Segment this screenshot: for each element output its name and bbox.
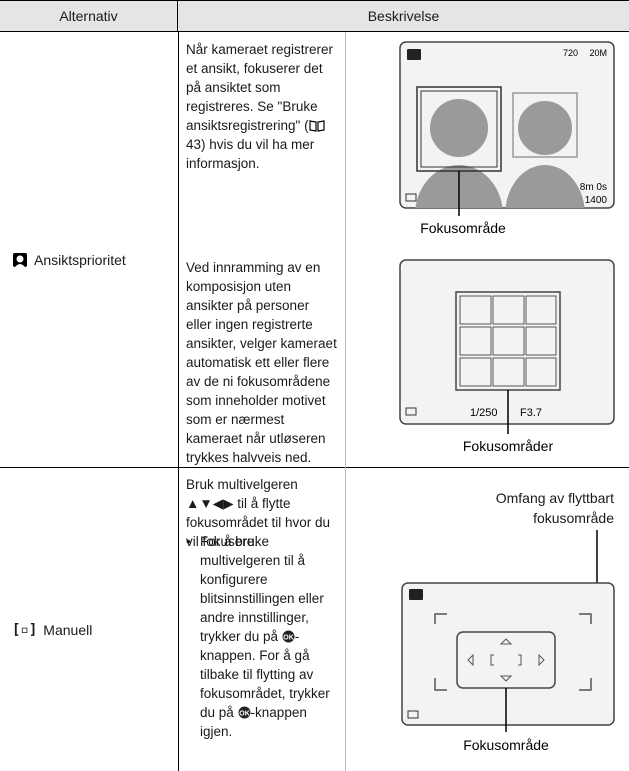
description: Bruk multivelgeren ▲▼◀▶ til å flytte fok…: [186, 477, 331, 549]
focus-box: [420, 90, 498, 168]
text: 43) hvis du vil ha mer informasjon.: [186, 137, 315, 171]
figure: 1/250 F3.7 Fokusområder: [399, 259, 615, 454]
text: -knappen. For å gå tilbake til flytting …: [200, 629, 330, 720]
screen-text: 1400: [585, 195, 608, 206]
text: For å bruke multivelgeren til å konfigur…: [200, 534, 324, 644]
screen-text: 20M: [589, 48, 607, 58]
focus-cells: [459, 295, 557, 387]
figure: Fokusområde: [401, 530, 615, 753]
text: Når kameraet registrerer et ansikt, foku…: [186, 42, 334, 133]
caption: Fokusområde: [463, 737, 549, 753]
inner-divider: [345, 32, 346, 771]
camera-icon: [407, 49, 421, 60]
bullet-text: For å bruke multivelgeren til å konfigur…: [200, 532, 342, 741]
top-caption: Omfang av flyttbart fokusområde: [495, 490, 614, 526]
header-cell: Alternativ: [0, 0, 178, 32]
svg-text:OK: OK: [239, 711, 250, 718]
screen-text: 1/250: [470, 407, 498, 419]
bullet: •: [186, 534, 191, 549]
svg-text:OK: OK: [283, 635, 294, 642]
manual-icon: [▫]: [12, 622, 38, 638]
caption: Fokusområde: [420, 220, 506, 236]
row-divider: [0, 467, 629, 468]
book-icon: [308, 120, 325, 132]
screen: [399, 259, 615, 425]
screen-text: 720: [563, 48, 578, 58]
bullet-item: • For å bruke multivelgeren til å konfig…: [186, 532, 342, 741]
figure: 720 20M 8m 0s 1400 Fokusområde: [399, 41, 615, 236]
range-corners: [434, 613, 592, 691]
ok-icon: OK: [238, 706, 251, 719]
battery-icon: [405, 193, 417, 202]
ok-icon: OK: [282, 630, 295, 643]
arrows: [467, 638, 545, 682]
text: -knappen igjen.: [200, 705, 307, 739]
screen: [401, 582, 615, 726]
caption: Fokusområder: [463, 438, 554, 454]
face-icon: [13, 253, 27, 267]
description: Ved innramming av en komposisjon uten an…: [186, 260, 337, 465]
screen-text: 8m 0s: [580, 182, 607, 193]
camera-icon: [409, 589, 423, 600]
option-label: Ansiktsprioritet: [12, 250, 126, 270]
face-box: [512, 92, 578, 158]
option-text: Manuell: [43, 622, 93, 638]
option-text: Ansiktsprioritet: [34, 252, 126, 268]
description: Når kameraet registrerer et ansikt, foku…: [186, 40, 338, 173]
screen-text: F3.7: [520, 407, 542, 419]
battery-icon: [405, 407, 417, 416]
option-label: [▫] Manuell: [12, 620, 92, 640]
battery-icon: [407, 710, 419, 719]
column-divider: [178, 32, 179, 771]
header-cell: Beskrivelse: [178, 0, 629, 32]
